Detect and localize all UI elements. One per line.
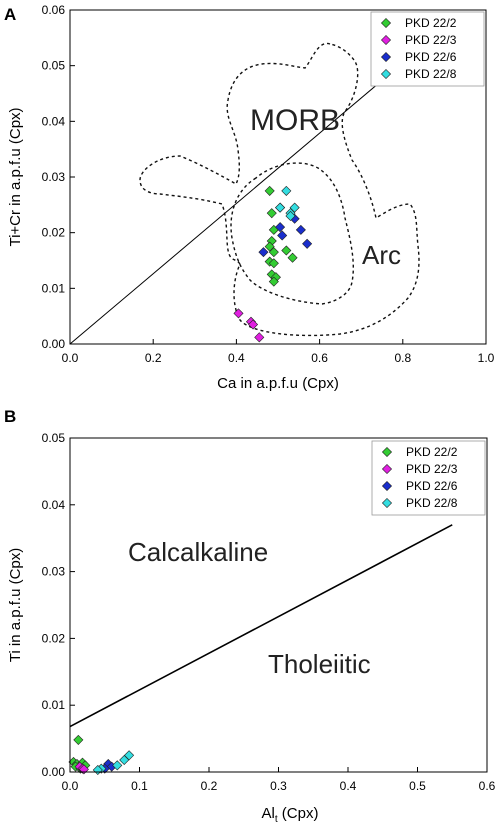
panel-b-y-tick-label: 0.02 — [42, 631, 66, 645]
panel-a-legend-label: PKD 22/8 — [405, 67, 457, 81]
panel-a-y-tick-label: 0.01 — [42, 281, 66, 295]
panel-b-x-axis-title: Alt (Cpx) — [262, 805, 319, 825]
panel-b-x-axis-title-main: Al — [262, 805, 275, 822]
panel-a-y-tick-label: 0.03 — [42, 170, 66, 184]
panel-a-point-series-1 — [264, 241, 275, 252]
panel-b-ticks: 0.0 0.1 0.2 0.3 0.4 0.5 0.6 0.00 0.01 0.02 0.03 0.0… — [42, 431, 496, 793]
panel-a-legend-label: PKD 22/2 — [405, 16, 457, 30]
panel-a-letter: A — [4, 5, 16, 24]
panel-b-point-series-4 — [92, 764, 103, 776]
panel-a-x-tick-label: 0.6 — [311, 351, 328, 365]
panel-b-point-series-4 — [119, 754, 130, 766]
panel-b-x-axis-title-suffix: (Cpx) — [278, 805, 319, 822]
panel-a-x-axis-title: Ca in a.p.f.u (Cpx) — [217, 375, 339, 392]
panel-a-legend-marker — [380, 17, 392, 29]
panel-b-x-axis-title-subscript: t — [275, 814, 278, 825]
panel-b-x-tick-label: 0.5 — [409, 779, 426, 793]
panel-b-x-tick-label: 0.2 — [201, 779, 218, 793]
panel-a-ticks: 0.0 0.2 0.4 0.6 0.8 1.0 0.00 0.01 0.02 0.03 0.04 0.… — [42, 3, 495, 365]
panel-a-y-tick-label: 0.00 — [42, 337, 66, 351]
panel-b-x-tick-label: 0.1 — [131, 779, 148, 793]
panel-a-x-tick-label: 0.0 — [62, 351, 79, 365]
panel-a-x-tick-label: 0.2 — [145, 351, 162, 365]
panel-a-point-series-1 — [266, 208, 277, 219]
panel-a-discrimination-line — [69, 62, 404, 345]
panel-a-legend-marker — [380, 68, 392, 80]
panel-a-point-series-4 — [285, 210, 296, 221]
panel-b-x-tick-label: 0.3 — [270, 779, 287, 793]
panel-a-point-series-2 — [254, 332, 265, 343]
panel-b-point-series-1 — [73, 734, 84, 745]
panel-a-x-tick-label: 1.0 — [478, 351, 495, 365]
panel-a-y-tick-label: 0.02 — [42, 226, 66, 240]
panel-b-y-tick-label: 0.04 — [42, 498, 66, 512]
panel-b: B Calcalkaline Tholeiitic 0.0 0.1 0.2 0.3 0.… — [4, 407, 496, 825]
panel-a-point-series-1 — [287, 252, 298, 263]
panel-b-x-tick-label: 0.4 — [340, 779, 357, 793]
panel-a-point-series-3 — [302, 238, 313, 249]
panel-a-point-series-2 — [233, 308, 244, 319]
panel-a-legend-label: PKD 22/3 — [405, 33, 457, 47]
panel-a-point-series-1 — [264, 185, 275, 196]
panel-b-y-axis-title: Ti in a.p.f.u (Cpx) — [7, 548, 24, 662]
panel-b-legend-marker — [381, 497, 393, 509]
panel-b-x-tick-label: 0.6 — [479, 779, 496, 793]
panel-a-legend: PKD 22/2 PKD 22/3 PKD 22/6 PKD 22/8 — [370, 11, 485, 87]
panel-b-y-tick-label: 0.00 — [42, 765, 66, 779]
panel-b-legend-label: PKD 22/6 — [406, 479, 458, 493]
panel-a-point-series-1 — [268, 258, 279, 269]
panel-a-point-series-4 — [289, 202, 300, 213]
panel-a-point-series-2 — [248, 319, 259, 330]
panel-b-y-tick-label: 0.03 — [42, 565, 66, 579]
panel-a-point-series-3 — [277, 230, 288, 241]
panel-b-legend: PKD 22/2 PKD 22/3 PKD 22/6 PKD 22/8 — [371, 440, 486, 516]
panel-b-legend-marker — [381, 446, 393, 458]
panel-b-legend-marker — [381, 463, 393, 475]
morb-field-outline — [139, 42, 420, 337]
panel-a-data-points — [233, 185, 313, 343]
panel-a-point-series-3 — [258, 247, 269, 258]
panel-a-point-series-3 — [295, 224, 306, 235]
panel-a-point-series-3 — [275, 222, 286, 233]
panel-a-y-tick-label: 0.06 — [42, 3, 66, 17]
panel-a-x-tick-label: 0.8 — [394, 351, 411, 365]
region-label-calcalkaline: Calcalkaline — [128, 537, 268, 567]
panel-b-point-series-4 — [112, 760, 123, 771]
panel-b-legend-label: PKD 22/2 — [406, 445, 458, 459]
panel-b-discrimination-line — [69, 524, 453, 728]
panel-b-legend-label: PKD 22/8 — [406, 496, 458, 510]
panel-b-y-tick-label: 0.01 — [42, 698, 66, 712]
panel-a: A MORB Arc 0.0 0.2 0.4 0.6 0.8 1.00.000.010.0… — [4, 3, 495, 392]
panel-a-y-tick-label: 0.05 — [42, 59, 66, 73]
panel-a-point-series-1 — [268, 247, 279, 258]
panel-a-point-series-1 — [281, 245, 292, 256]
panel-a-point-series-1 — [268, 276, 279, 287]
panel-a-legend-marker — [380, 34, 392, 46]
panel-a-point-series-4 — [281, 185, 292, 196]
panel-b-data-points — [68, 734, 135, 776]
region-label-morb: MORB — [250, 104, 340, 137]
panel-b-x-tick-label: 0.0 — [62, 779, 79, 793]
panel-b-legend-label: PKD 22/3 — [406, 462, 458, 476]
arc-field-outline — [230, 162, 355, 305]
panel-b-letter: B — [4, 407, 16, 426]
panel-a-point-series-4 — [275, 202, 286, 213]
panel-a-y-tick-label: 0.04 — [42, 114, 66, 128]
panel-a-y-axis-title: Ti+Cr in a.p.f.u (Cpx) — [7, 107, 24, 246]
panel-b-y-tick-label: 0.05 — [42, 431, 66, 445]
panel-a-legend-marker — [380, 51, 392, 63]
panel-b-legend-marker — [381, 480, 393, 492]
region-label-tholeiitic: Tholeiitic — [268, 649, 371, 679]
region-label-arc: Arc — [362, 240, 401, 270]
panel-a-legend-label: PKD 22/6 — [405, 50, 457, 64]
panel-a-x-tick-label: 0.4 — [228, 351, 245, 365]
